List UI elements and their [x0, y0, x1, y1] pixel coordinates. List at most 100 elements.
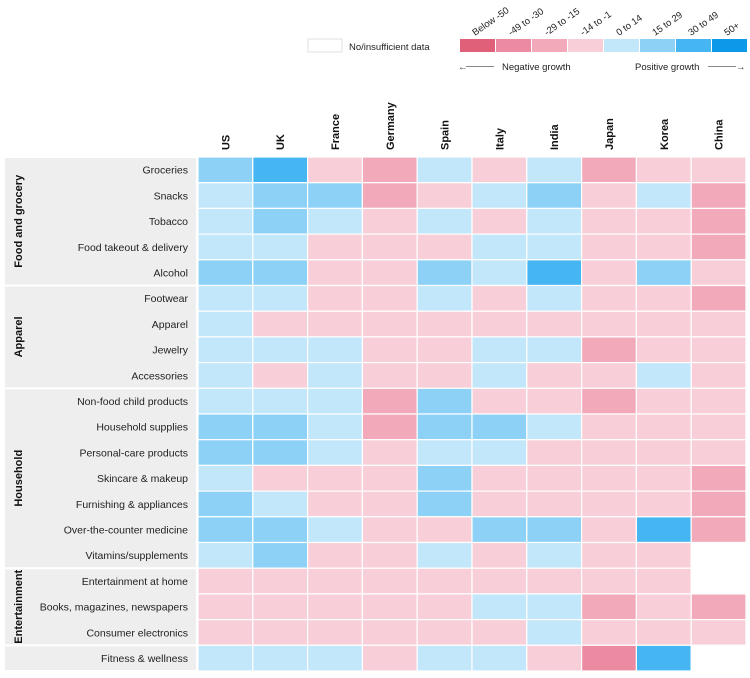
- legend-swatch-5: [640, 39, 675, 52]
- heatmap-cell: [580, 541, 637, 569]
- heatmap-cell: [635, 439, 692, 467]
- heatmap-cell: [690, 644, 747, 672]
- heatmap-cell: [635, 182, 692, 209]
- heatmap-cell: [307, 541, 364, 569]
- heatmap-cell: [580, 618, 637, 646]
- heatmap-cell: [580, 516, 637, 544]
- heatmap-cell: [416, 464, 473, 492]
- heatmap-cell: [580, 362, 637, 389]
- heatmap-cell: [307, 644, 364, 672]
- legend-swatch-6: [676, 39, 711, 52]
- heatmap-cell: [252, 593, 309, 621]
- heatmap-cell: [361, 207, 418, 235]
- row-label: Tobacco: [149, 216, 188, 228]
- positive-growth-label: Positive growth: [635, 62, 699, 73]
- heatmap-cell: [635, 156, 692, 184]
- heatmap-cell: [416, 567, 473, 595]
- heatmap-cell: [690, 618, 747, 646]
- heatmap-cell: [471, 618, 528, 646]
- heatmap-cell: [471, 233, 528, 261]
- heatmap-cell: [526, 541, 583, 569]
- legend-swatch-3: [568, 39, 603, 52]
- heatmap-cell: [526, 618, 583, 646]
- group-label: Entertainment: [13, 569, 25, 643]
- heatmap-cell: [307, 387, 364, 415]
- row-label: Non-food child products: [77, 396, 188, 408]
- column-header: US: [220, 135, 232, 150]
- heatmap-cell: [635, 593, 692, 621]
- legend-bin-label: -29 to -15: [542, 6, 582, 38]
- heatmap-cell: [416, 593, 473, 621]
- heatmap-cell: [471, 156, 528, 184]
- heatmap-cell: [690, 387, 747, 415]
- heatmap-cell: [580, 593, 637, 621]
- heatmap-cell: [526, 362, 583, 389]
- heatmap-cell: [197, 233, 254, 261]
- heatmap-cell: [416, 182, 473, 209]
- heatmap-cell: [580, 156, 637, 184]
- heatmap-cell: [635, 516, 692, 544]
- heatmap-cell: [471, 516, 528, 544]
- heatmap-cell: [416, 541, 473, 569]
- heatmap-cell: [635, 541, 692, 569]
- heatmap-cell: [197, 182, 254, 209]
- heatmap-cell: [307, 156, 364, 184]
- heatmap-cell: [580, 644, 637, 672]
- heatmap-cell: [690, 233, 747, 261]
- heatmap-cell: [252, 567, 309, 595]
- column-header: Spain: [440, 120, 452, 150]
- heatmap-cell: [526, 336, 583, 364]
- negative-arrow-icon: ←: [458, 62, 468, 73]
- heatmap-cell: [361, 182, 418, 209]
- heatmap-cell: [635, 336, 692, 364]
- heatmap-cell: [526, 490, 583, 518]
- heatmap-cell: [580, 233, 637, 261]
- heatmap-cell: [252, 182, 309, 209]
- heatmap-cell: [252, 284, 309, 312]
- group-label: Apparel: [13, 316, 25, 357]
- heatmap-cell: [526, 207, 583, 235]
- row-label: Entertainment at home: [82, 576, 188, 588]
- heatmap-cell: [252, 464, 309, 492]
- heatmap-cell: [252, 156, 309, 184]
- heatmap-cell: [471, 593, 528, 621]
- heatmap-cell: [361, 541, 418, 569]
- heatmap-cell: [307, 284, 364, 312]
- heatmap-cell: [197, 464, 254, 492]
- heatmap-cell: [307, 413, 364, 441]
- row-label: Household supplies: [96, 422, 188, 434]
- heatmap-cell: [361, 310, 418, 338]
- heatmap-cell: [580, 284, 637, 312]
- row-label: Alcohol: [154, 267, 188, 279]
- legend-bin-label: -14 to -1: [578, 9, 613, 38]
- heatmap-cell: [471, 182, 528, 209]
- heatmap-cell: [635, 362, 692, 389]
- group-band: [5, 158, 196, 285]
- heatmap-cell: [307, 336, 364, 364]
- heatmap-cell: [690, 464, 747, 492]
- heatmap-cell: [471, 490, 528, 518]
- heatmap-cell: [526, 593, 583, 621]
- heatmap-cell: [690, 413, 747, 441]
- legend-swatch-1: [496, 39, 531, 52]
- heatmap-cell: [690, 284, 747, 312]
- heatmap-cell: [416, 233, 473, 261]
- heatmap-cell: [471, 387, 528, 415]
- heatmap-cell: [197, 618, 254, 646]
- heatmap-cell: [471, 464, 528, 492]
- heatmap-cell: [471, 541, 528, 569]
- heatmap-cell: [252, 259, 309, 287]
- row-label: Consumer electronics: [86, 627, 188, 639]
- row-label: Furnishing & appliances: [76, 499, 188, 511]
- heatmap-cell: [526, 182, 583, 209]
- column-header: UK: [275, 134, 287, 150]
- heatmap-cell: [197, 413, 254, 441]
- legend-swatch-2: [532, 39, 567, 52]
- heatmap-cell: [252, 387, 309, 415]
- heatmap-cell: [361, 362, 418, 389]
- heatmap-cell: [197, 516, 254, 544]
- heatmap-cell: [635, 387, 692, 415]
- heatmap-cell: [197, 284, 254, 312]
- column-header: Korea: [659, 118, 671, 150]
- positive-arrow-icon: →: [736, 62, 746, 73]
